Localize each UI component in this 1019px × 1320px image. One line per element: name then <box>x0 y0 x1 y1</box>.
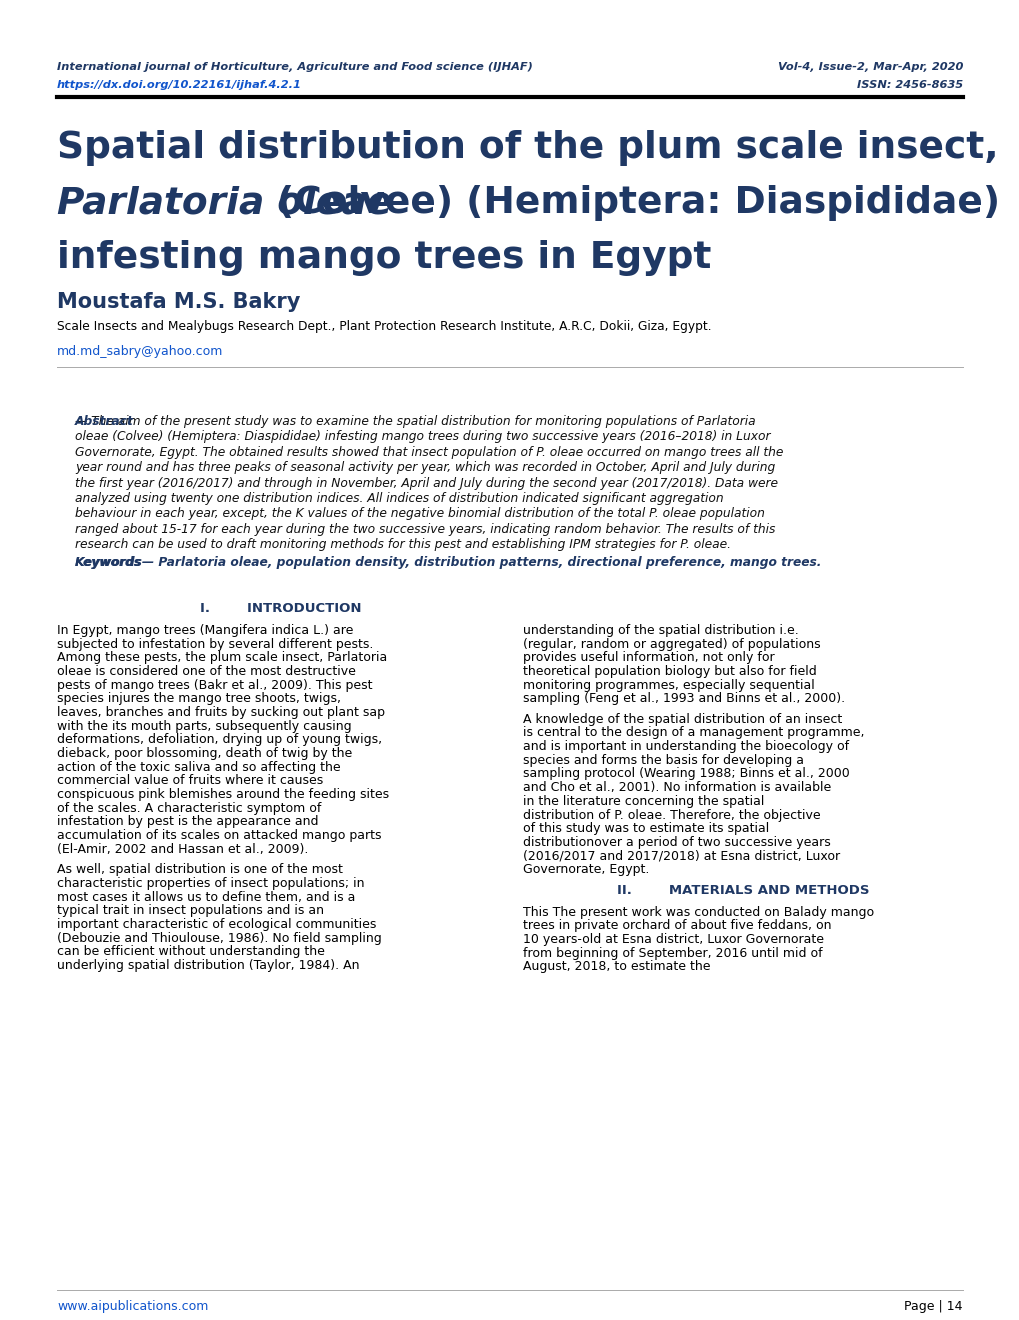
Text: typical trait in insect populations and is an: typical trait in insect populations and … <box>57 904 324 917</box>
Text: https://dx.doi.org/10.22161/ijhaf.4.2.1: https://dx.doi.org/10.22161/ijhaf.4.2.1 <box>57 81 302 90</box>
Text: most cases it allows us to define them, and is a: most cases it allows us to define them, … <box>57 891 355 904</box>
Text: and Cho et al., 2001). No information is available: and Cho et al., 2001). No information is… <box>523 781 830 795</box>
Text: Governorate, Egypt.: Governorate, Egypt. <box>523 863 649 876</box>
Text: As well, spatial distribution is one of the most: As well, spatial distribution is one of … <box>57 863 342 876</box>
Text: understanding of the spatial distribution i.e.: understanding of the spatial distributio… <box>523 624 798 636</box>
Text: sampling (Feng et al., 1993 and Binns et al., 2000).: sampling (Feng et al., 1993 and Binns et… <box>523 692 845 705</box>
Text: analyzed using twenty one distribution indices. All indices of distribution indi: analyzed using twenty one distribution i… <box>75 492 722 506</box>
Text: (El-Amir, 2002 and Hassan et al., 2009).: (El-Amir, 2002 and Hassan et al., 2009). <box>57 842 308 855</box>
Text: I.        INTRODUCTION: I. INTRODUCTION <box>200 602 362 615</box>
Text: provides useful information, not only for: provides useful information, not only fo… <box>523 651 773 664</box>
Text: species injures the mango tree shoots, twigs,: species injures the mango tree shoots, t… <box>57 692 340 705</box>
Text: commercial value of fruits where it causes: commercial value of fruits where it caus… <box>57 775 323 787</box>
Text: — The aim of the present study was to examine the spatial distribution for monit: — The aim of the present study was to ex… <box>75 414 755 428</box>
Text: Scale Insects and Mealybugs Research Dept., Plant Protection Research Institute,: Scale Insects and Mealybugs Research Dep… <box>57 319 711 333</box>
Text: is central to the design of a management programme,: is central to the design of a management… <box>523 726 864 739</box>
Text: ISSN: 2456-8635: ISSN: 2456-8635 <box>856 81 962 90</box>
Text: characteristic properties of insect populations; in: characteristic properties of insect popu… <box>57 876 364 890</box>
Text: (Debouzie and Thioulouse, 1986). No field sampling: (Debouzie and Thioulouse, 1986). No fiel… <box>57 932 381 945</box>
Text: research can be used to draft monitoring methods for this pest and establishing : research can be used to draft monitoring… <box>75 539 731 550</box>
Text: Abstract: Abstract <box>75 414 133 428</box>
Text: behaviour in each year, except, the K values of the negative binomial distributi: behaviour in each year, except, the K va… <box>75 507 764 520</box>
Text: 10 years-old at Esna district, Luxor Governorate: 10 years-old at Esna district, Luxor Gov… <box>523 933 823 946</box>
Text: www.aipublications.com: www.aipublications.com <box>57 1300 208 1313</box>
Text: conspicuous pink blemishes around the feeding sites: conspicuous pink blemishes around the fe… <box>57 788 388 801</box>
Text: in the literature concerning the spatial: in the literature concerning the spatial <box>523 795 763 808</box>
Text: of this study was to estimate its spatial: of this study was to estimate its spatia… <box>523 822 768 836</box>
Text: accumulation of its scales on attacked mango parts: accumulation of its scales on attacked m… <box>57 829 381 842</box>
Text: and is important in understanding the bioecology of: and is important in understanding the bi… <box>523 741 848 754</box>
Text: Page | 14: Page | 14 <box>904 1300 962 1313</box>
Text: leaves, branches and fruits by sucking out plant sap: leaves, branches and fruits by sucking o… <box>57 706 384 719</box>
Text: infestation by pest is the appearance and: infestation by pest is the appearance an… <box>57 816 318 829</box>
Text: md.md_sabry@yahoo.com: md.md_sabry@yahoo.com <box>57 345 223 358</box>
Text: Spatial distribution of the plum scale insect,: Spatial distribution of the plum scale i… <box>57 129 998 166</box>
Text: species and forms the basis for developing a: species and forms the basis for developi… <box>523 754 803 767</box>
Text: trees in private orchard of about five feddans, on: trees in private orchard of about five f… <box>523 920 830 932</box>
Text: Keywords: Keywords <box>75 557 142 569</box>
Text: sampling protocol (Wearing 1988; Binns et al., 2000: sampling protocol (Wearing 1988; Binns e… <box>523 767 849 780</box>
Text: of the scales. A characteristic symptom of: of the scales. A characteristic symptom … <box>57 801 321 814</box>
Text: with the its mouth parts, subsequently causing: with the its mouth parts, subsequently c… <box>57 719 352 733</box>
Text: infesting mango trees in Egypt: infesting mango trees in Egypt <box>57 240 710 276</box>
Text: important characteristic of ecological communities: important characteristic of ecological c… <box>57 917 376 931</box>
Text: distribution of P. oleae. Therefore, the objective: distribution of P. oleae. Therefore, the… <box>523 809 820 821</box>
Text: pests of mango trees (Bakr et al., 2009). This pest: pests of mango trees (Bakr et al., 2009)… <box>57 678 372 692</box>
Text: Governorate, Egypt. The obtained results showed that insect population of P. ole: Governorate, Egypt. The obtained results… <box>75 446 783 459</box>
Text: (2016/2017 and 2017/2018) at Esna district, Luxor: (2016/2017 and 2017/2018) at Esna distri… <box>523 850 840 862</box>
Text: Keywords— Parlatoria oleae, population density, distribution patterns, direction: Keywords— Parlatoria oleae, population d… <box>75 557 820 569</box>
Text: underlying spatial distribution (Taylor, 1984). An: underlying spatial distribution (Taylor,… <box>57 960 359 972</box>
Text: International journal of Horticulture, Agriculture and Food science (IJHAF): International journal of Horticulture, A… <box>57 62 532 73</box>
Text: Among these pests, the plum scale insect, Parlatoria: Among these pests, the plum scale insect… <box>57 651 387 664</box>
Text: August, 2018, to estimate the: August, 2018, to estimate the <box>523 961 710 973</box>
Text: from beginning of September, 2016 until mid of: from beginning of September, 2016 until … <box>523 946 821 960</box>
Text: Parlatoria oleae: Parlatoria oleae <box>57 185 391 220</box>
Text: Moustafa M.S. Bakry: Moustafa M.S. Bakry <box>57 292 300 312</box>
Text: can be efficient without understanding the: can be efficient without understanding t… <box>57 945 325 958</box>
Text: oleae (Colvee) (Hemiptera: Diaspididae) infesting mango trees during two success: oleae (Colvee) (Hemiptera: Diaspididae) … <box>75 430 769 444</box>
Text: II.        MATERIALS AND METHODS: II. MATERIALS AND METHODS <box>616 884 868 896</box>
Text: In Egypt, mango trees (Mangifera indica L.) are: In Egypt, mango trees (Mangifera indica … <box>57 624 353 636</box>
Text: distributionover a period of two successive years: distributionover a period of two success… <box>523 836 829 849</box>
Text: deformations, defoliation, drying up of young twigs,: deformations, defoliation, drying up of … <box>57 734 382 746</box>
Text: year round and has three peaks of seasonal activity per year, which was recorded: year round and has three peaks of season… <box>75 461 774 474</box>
Text: (Colvee) (Hemiptera: Diaspididae): (Colvee) (Hemiptera: Diaspididae) <box>264 185 1000 220</box>
Text: ranged about 15-17 for each year during the two successive years, indicating ran: ranged about 15-17 for each year during … <box>75 523 774 536</box>
Text: action of the toxic saliva and so affecting the: action of the toxic saliva and so affect… <box>57 760 340 774</box>
Text: Vol-4, Issue-2, Mar-Apr, 2020: Vol-4, Issue-2, Mar-Apr, 2020 <box>776 62 962 73</box>
Text: the first year (2016/2017) and through in November, April and July during the se: the first year (2016/2017) and through i… <box>75 477 777 490</box>
Text: theoretical population biology but also for field: theoretical population biology but also … <box>523 665 816 678</box>
Text: (regular, random or aggregated) of populations: (regular, random or aggregated) of popul… <box>523 638 820 651</box>
Text: This The present work was conducted on Balady mango: This The present work was conducted on B… <box>523 906 873 919</box>
Text: A knowledge of the spatial distribution of an insect: A knowledge of the spatial distribution … <box>523 713 842 726</box>
Text: oleae is considered one of the most destructive: oleae is considered one of the most dest… <box>57 665 356 678</box>
Text: dieback, poor blossoming, death of twig by the: dieback, poor blossoming, death of twig … <box>57 747 352 760</box>
Text: monitoring programmes, especially sequential: monitoring programmes, especially sequen… <box>523 678 814 692</box>
Text: subjected to infestation by several different pests.: subjected to infestation by several diff… <box>57 638 373 651</box>
